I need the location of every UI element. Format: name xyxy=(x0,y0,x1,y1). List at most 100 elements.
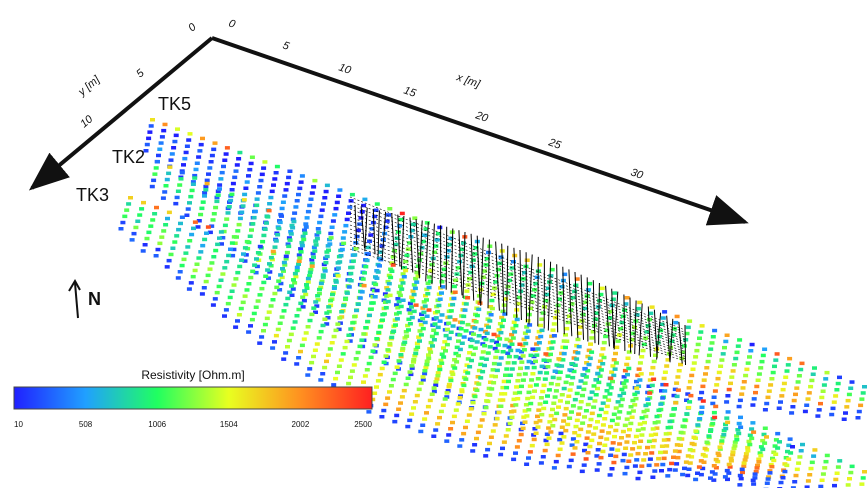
resistivity-cell xyxy=(433,331,439,336)
resistivity-cell xyxy=(446,382,452,387)
resistivity-cell xyxy=(444,391,450,395)
resistivity-cell xyxy=(412,216,418,220)
resistivity-cell xyxy=(482,363,487,368)
resistivity-cell xyxy=(533,359,538,364)
resistivity-cell xyxy=(430,344,435,348)
resistivity-cell xyxy=(406,328,411,332)
resistivity-cell xyxy=(199,292,205,296)
resistivity-cell xyxy=(760,438,766,443)
resistivity-cell xyxy=(548,413,554,418)
resistivity-cell xyxy=(651,359,657,364)
resistivity-cell xyxy=(318,285,324,290)
resistivity-cell xyxy=(522,372,528,376)
resistivity-cell xyxy=(554,363,560,367)
resistivity-cell xyxy=(509,415,515,420)
resistivity-cell xyxy=(510,403,516,408)
resistivity-cell xyxy=(225,301,231,306)
resistivity-cell xyxy=(208,160,214,164)
resistivity-cell xyxy=(190,180,196,184)
resistivity-cell xyxy=(364,368,370,372)
resistivity-cell xyxy=(519,384,524,389)
resistivity-cell xyxy=(745,445,751,450)
resistivity-cell xyxy=(459,247,465,251)
resistivity-cell xyxy=(626,350,632,354)
resistivity-cell xyxy=(720,435,726,439)
resistivity-cell xyxy=(292,320,298,324)
resistivity-cell xyxy=(217,236,222,240)
resistivity-cell xyxy=(790,445,795,449)
resistivity-cell xyxy=(300,295,306,299)
resistivity-cell xyxy=(604,328,610,332)
resistivity-cell xyxy=(749,436,755,441)
resistivity-cell xyxy=(297,256,303,260)
resistivity-cell xyxy=(221,164,226,169)
resistivity-cell xyxy=(612,291,618,295)
resistivity-cell xyxy=(164,177,170,182)
resistivity-cell xyxy=(424,411,429,415)
resistivity-cell xyxy=(488,435,494,439)
resistivity-cell xyxy=(304,286,310,290)
resistivity-cell xyxy=(346,381,352,386)
resistivity-cell xyxy=(311,185,317,189)
resistivity-cell xyxy=(859,397,865,401)
resistivity-cell xyxy=(640,348,646,353)
resistivity-cell xyxy=(362,271,367,275)
resistivity-cell xyxy=(636,384,642,388)
resistivity-cell xyxy=(348,271,354,276)
resistivity-cell xyxy=(400,298,406,302)
resistivity-cell xyxy=(325,353,331,357)
resistivity-cell xyxy=(671,393,677,398)
resistivity-cell xyxy=(495,343,501,347)
resistivity-cell xyxy=(701,460,707,464)
resistivity-cell xyxy=(685,325,691,330)
resistivity-cell xyxy=(305,373,311,377)
resistivity-cell xyxy=(772,444,778,448)
resistivity-cell xyxy=(355,302,361,306)
resistivity-cell xyxy=(583,409,589,413)
resistivity-cell xyxy=(286,244,292,249)
resistivity-cell xyxy=(307,318,313,323)
resistivity-cell xyxy=(163,223,169,227)
mesh-line xyxy=(349,220,686,345)
resistivity-cell xyxy=(405,247,411,251)
resistivity-cell xyxy=(655,420,661,424)
resistivity-cell xyxy=(426,356,432,361)
resistivity-cell xyxy=(399,211,405,216)
resistivity-cell xyxy=(300,234,306,239)
resistivity-cell xyxy=(809,378,815,383)
resistivity-cell xyxy=(278,273,284,277)
resistivity-cell xyxy=(572,397,578,402)
resistivity-cell xyxy=(501,303,507,307)
resistivity-cell xyxy=(339,247,345,252)
resistivity-cell xyxy=(407,418,413,423)
resistivity-cell xyxy=(561,351,567,356)
resistivity-cell xyxy=(689,455,695,459)
resistivity-cell xyxy=(422,320,428,325)
resistivity-cell xyxy=(203,184,209,189)
resistivity-cell xyxy=(697,397,703,401)
resistivity-cell xyxy=(734,350,740,355)
resistivity-cell xyxy=(463,377,469,381)
resistivity-cell xyxy=(846,392,852,397)
resistivity-cell xyxy=(593,426,599,430)
resistivity-cell xyxy=(634,386,640,390)
resistivity-cell xyxy=(192,176,198,180)
resistivity-cell xyxy=(285,242,291,246)
resistivity-cell xyxy=(576,344,582,349)
mesh-line xyxy=(513,247,518,318)
resistivity-cell xyxy=(209,261,215,265)
resistivity-cell xyxy=(332,213,338,217)
resistivity-cell xyxy=(482,329,488,334)
resistivity-cell xyxy=(335,274,341,278)
resistivity-cell xyxy=(472,252,478,256)
resistivity-cell xyxy=(202,194,207,198)
resistivity-cell xyxy=(247,234,253,238)
resistivity-cell xyxy=(340,352,346,356)
resistivity-cell xyxy=(641,342,647,347)
resistivity-cell xyxy=(749,342,755,347)
resistivity-cell xyxy=(459,389,465,394)
resistivity-cell xyxy=(229,192,235,197)
resistivity-cell xyxy=(585,288,591,292)
resistivity-cell xyxy=(735,344,741,348)
resistivity-cell xyxy=(272,291,278,296)
